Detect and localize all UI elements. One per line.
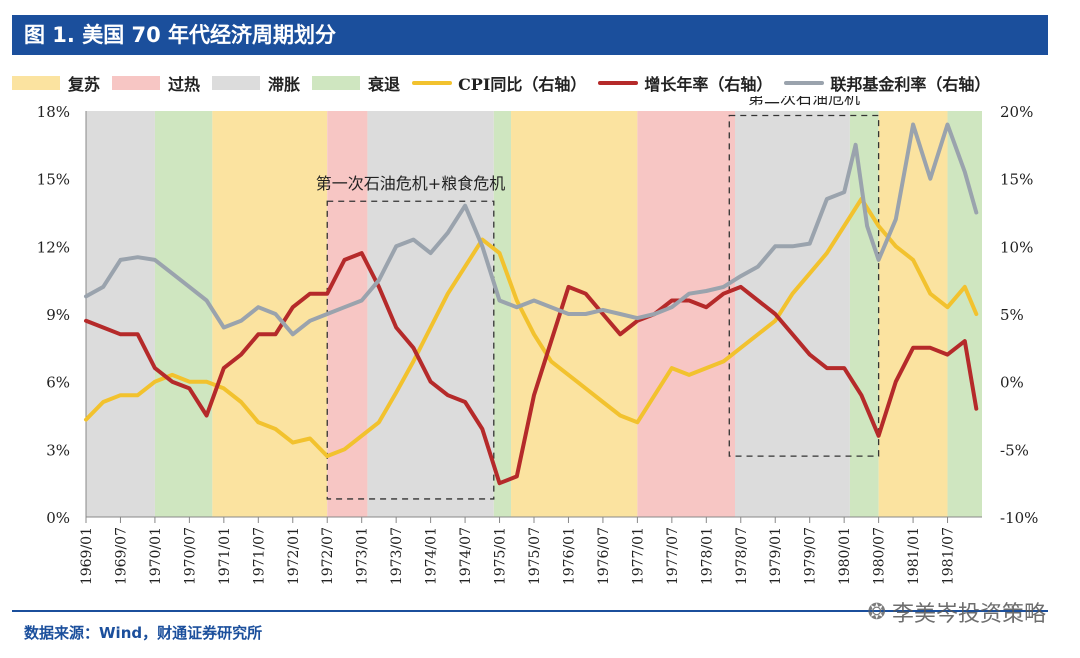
x-axis-tick: 1976/01 [561, 527, 577, 585]
x-axis-tick: 1977/07 [665, 527, 681, 585]
legend-swatch [598, 81, 639, 85]
phase-band [86, 111, 155, 517]
left-axis-tick: 18% [37, 103, 70, 121]
x-axis-tick: 1970/01 [148, 527, 164, 585]
right-axis-tick: -10% [1000, 509, 1038, 527]
legend-swatch [112, 76, 161, 90]
legend-item: 增长年率（右轴） [598, 71, 772, 95]
x-axis-tick: 1978/07 [734, 527, 750, 585]
left-axis-tick: 3% [46, 441, 70, 459]
legend-item: 衰退 [312, 71, 400, 95]
chart-legend: 复苏 过热 滞胀 衰退 CPI同比（右轴） 增长年率（右轴） 联邦基金利率（右轴） [12, 70, 1052, 96]
phase-band [735, 111, 850, 517]
left-axis-tick: 15% [37, 171, 70, 189]
wechat-icon: ❂ [867, 599, 886, 625]
legend-item: CPI同比（右轴） [412, 71, 586, 95]
right-axis-tick: 10% [1000, 238, 1033, 256]
legend-swatch [12, 76, 60, 90]
phase-band [327, 111, 368, 517]
chart-title: 图 1. 美国 70 年代经济周期划分 [12, 15, 1048, 55]
legend-swatch [412, 81, 453, 85]
right-axis-tick: 0% [1000, 374, 1024, 392]
x-axis-tick: 1980/01 [837, 527, 853, 585]
data-source: 数据来源：Wind，财通证券研究所 [24, 624, 263, 642]
phase-band [493, 111, 512, 517]
annotation-box [728, 114, 880, 457]
phase-band [849, 111, 879, 517]
x-axis-tick: 1971/01 [217, 527, 233, 585]
x-axis-tick: 1977/01 [630, 527, 646, 585]
annotation-label: 第一次石油危机+粮食危机 [316, 174, 505, 193]
legend-item: 滞胀 [212, 71, 300, 95]
legend-label: 联邦基金利率（右轴） [830, 75, 991, 94]
x-axis-tick: 1969/07 [113, 527, 129, 585]
x-axis-tick: 1973/01 [355, 527, 371, 585]
x-axis-tick: 1969/01 [79, 527, 95, 585]
legend-item: 复苏 [12, 71, 100, 95]
x-axis-tick: 1974/07 [458, 527, 474, 585]
legend-label: 过热 [168, 75, 201, 94]
left-axis-tick: 12% [37, 238, 70, 256]
left-axis-tick: 6% [46, 374, 70, 392]
legend-item: 过热 [112, 71, 200, 95]
right-axis-tick: 15% [1000, 171, 1033, 189]
x-axis-tick: 1972/07 [320, 527, 336, 585]
x-axis-tick: 1975/01 [493, 527, 509, 585]
watermark-text: 李美岑投资策略 [891, 602, 1046, 627]
x-axis-tick: 1981/01 [906, 527, 922, 585]
x-axis-tick: 1980/07 [872, 527, 888, 585]
legend-swatch [212, 76, 261, 90]
x-axis-tick: 1979/07 [803, 527, 819, 585]
right-axis-tick: 5% [1000, 306, 1024, 324]
x-axis-tick: 1981/07 [941, 527, 957, 585]
legend-item: 联邦基金利率（右轴） [784, 71, 990, 95]
x-axis-tick: 1973/07 [389, 527, 405, 585]
x-axis-tick: 1971/07 [251, 527, 267, 585]
left-axis-tick: 0% [46, 509, 70, 527]
x-axis-tick: 1979/01 [768, 527, 784, 585]
right-axis-tick: -5% [1000, 441, 1029, 459]
x-axis-tick: 1970/07 [182, 527, 198, 585]
x-axis-tick: 1975/07 [527, 527, 543, 585]
x-axis-tick: 1974/01 [424, 527, 440, 585]
legend-label: CPI同比（右轴） [458, 75, 587, 94]
legend-label: 滞胀 [268, 75, 301, 94]
chart-plot: 0% 3% 6% 9% 12% 15% 18% -10% -5% 0% 5% 10% 15% 20% 196… [37, 96, 1039, 585]
footer-divider [12, 610, 1048, 612]
legend-label: 衰退 [368, 75, 401, 94]
legend-label: 增长年率（右轴） [644, 75, 773, 94]
x-axis-tick: 1976/07 [596, 527, 612, 585]
phase-band [154, 111, 213, 517]
legend-swatch [312, 76, 361, 90]
x-axis-tick: 1972/01 [286, 527, 302, 585]
right-axis-tick: 20% [1000, 103, 1033, 121]
legend-label: 复苏 [68, 75, 101, 94]
series-line [84, 122, 979, 337]
phase-band [212, 111, 328, 517]
annotation-label: 第二次石油危机 [748, 96, 860, 108]
series-line [84, 197, 979, 459]
series-line [84, 251, 979, 486]
watermark: ❂ 李美岑投资策略 [868, 596, 1046, 628]
phase-band [878, 111, 948, 517]
x-axis-tick: 1978/01 [699, 527, 715, 585]
phase-band [367, 111, 494, 517]
legend-swatch [784, 81, 825, 85]
left-axis-tick: 9% [46, 306, 70, 324]
